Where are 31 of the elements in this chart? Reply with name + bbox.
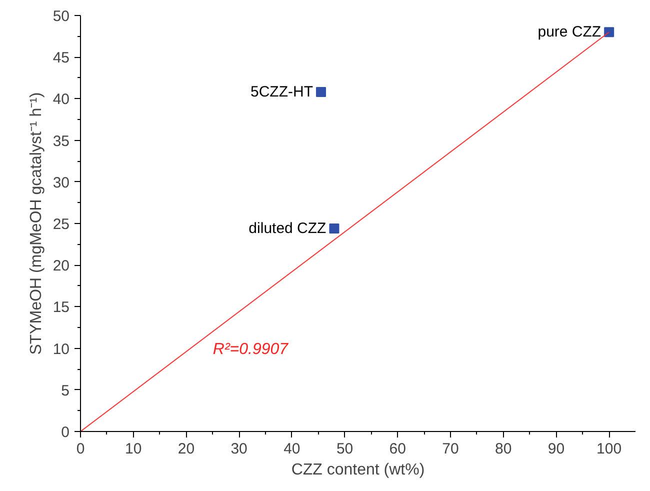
y-axis-title: STYMeOH (mgMeOH gcatalyst⁻¹ h⁻¹) (28, 92, 45, 355)
y-tick-label: 10 (52, 340, 70, 358)
y-tick-label: 20 (52, 258, 70, 275)
x-tick-label: 60 (389, 440, 406, 458)
y-tick-label: 45 (52, 50, 70, 67)
y-tick-label: 0 (61, 424, 70, 441)
annotation: R²=0.9907 (212, 341, 290, 358)
y-tick-label: 15 (52, 299, 70, 316)
x-tick-label: 0 (76, 440, 85, 458)
y-tick-label: 30 (52, 174, 70, 192)
y-tick-label: 40 (52, 91, 70, 108)
point (604, 27, 614, 38)
x-tick-label: 100 (596, 440, 622, 458)
x-tick-label: 90 (548, 440, 565, 458)
y-tick-label: 25 (52, 216, 70, 233)
y-tick-label: 35 (52, 132, 70, 150)
x-tick-label: 40 (284, 440, 300, 458)
point (316, 87, 326, 98)
series-label: 5CZZ-HT (250, 84, 314, 101)
x-tick-label: 50 (336, 440, 354, 458)
y-tick-label: 50 (52, 8, 70, 25)
y-tick-label: 5 (61, 382, 70, 400)
x-tick-label: 10 (125, 440, 142, 458)
x-tick-label: 30 (230, 440, 248, 458)
series-label: pure CZZ (538, 24, 602, 41)
x-tick-label: 70 (442, 440, 459, 458)
point (329, 223, 340, 234)
x-tick-label: 20 (178, 440, 195, 458)
series-label: diluted CZZ (248, 220, 326, 237)
x-tick-label: 80 (495, 440, 512, 458)
x-axis-title: CZZ content (wt%) (291, 462, 425, 478)
